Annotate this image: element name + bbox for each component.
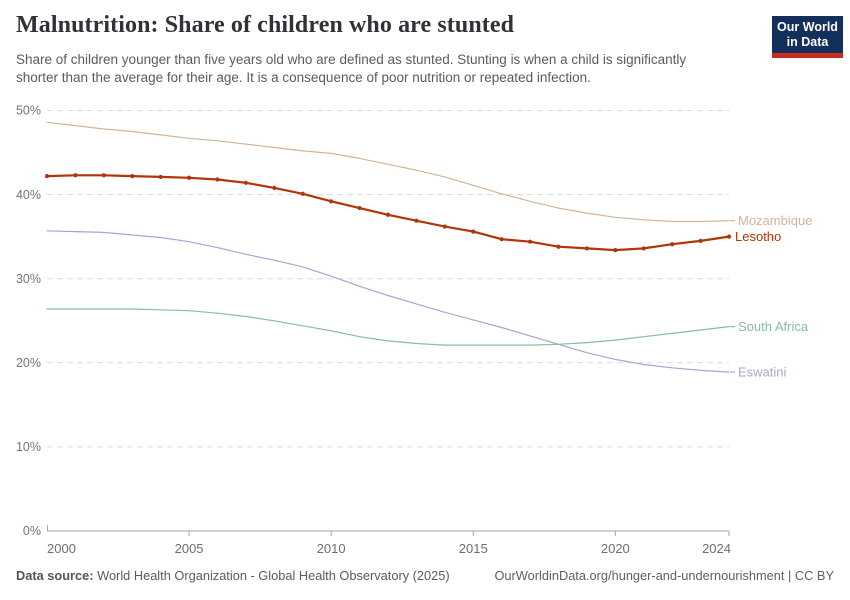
series-label-eswatini: Eswatini (738, 364, 787, 379)
x-tick-label: 2005 (175, 541, 204, 556)
series-marker-lesotho (186, 175, 192, 180)
series-line-eswatini (46, 230, 730, 373)
series-marker-lesotho (613, 248, 618, 253)
series-marker-lesotho (726, 234, 732, 239)
owid-logo-text: Our World (777, 20, 838, 34)
series-marker-lesotho (130, 173, 135, 179)
y-tick-label: 20% (16, 356, 41, 370)
x-tick-label: 2010 (317, 541, 346, 556)
series-marker-lesotho (670, 242, 675, 247)
series-label-lesotho: Lesotho (735, 229, 781, 244)
series-marker-lesotho (243, 180, 249, 185)
data-source-label: Data source: (16, 568, 94, 583)
x-tick-label: 2015 (459, 541, 488, 556)
series-line-south-africa (46, 308, 730, 346)
data-source-text: World Health Organization - Global Healt… (97, 568, 450, 583)
chart-subtitle: Share of children younger than five year… (16, 51, 766, 87)
data-source: Data source: World Health Organization -… (16, 568, 450, 583)
y-tick-label: 40% (16, 188, 41, 202)
page-title: Malnutrition: Share of children who are … (16, 12, 515, 38)
series-marker-lesotho (44, 173, 50, 179)
series-marker-lesotho (556, 244, 561, 249)
series-marker-lesotho (442, 224, 447, 229)
series-marker-lesotho (73, 173, 78, 178)
y-tick-label: 50% (16, 104, 41, 118)
series-label-mozambique: Mozambique (738, 213, 812, 228)
series-marker-lesotho (101, 173, 106, 178)
series-marker-lesotho (158, 174, 163, 180)
y-tick-label: 10% (16, 440, 41, 454)
x-tick-label: 2024 (702, 541, 731, 556)
series-marker-lesotho (471, 229, 476, 234)
series-marker-lesotho (527, 239, 533, 244)
series-label-south-africa: South Africa (738, 319, 809, 334)
series-marker-lesotho (385, 212, 391, 217)
y-tick-label: 0% (23, 524, 41, 538)
series-marker-lesotho (698, 238, 703, 243)
series-marker-lesotho (215, 177, 220, 182)
series-marker-lesotho (272, 185, 277, 190)
x-tick-label: 2000 (47, 541, 76, 556)
series-marker-lesotho (414, 218, 419, 223)
series-marker-lesotho (357, 205, 362, 211)
series-marker-lesotho (641, 246, 646, 251)
x-tick-label: 2020 (601, 541, 630, 556)
series-line-mozambique (46, 121, 730, 223)
subtitle-line: shorter than the average for their age. … (16, 70, 591, 85)
series-marker-lesotho (329, 199, 334, 204)
subtitle-line: Share of children younger than five year… (16, 52, 687, 67)
owid-logo-text: in Data (786, 35, 829, 49)
series-marker-lesotho (300, 191, 305, 196)
attribution-link[interactable]: OurWorldinData.org/hunger-and-undernouri… (494, 568, 834, 583)
y-tick-label: 30% (16, 272, 41, 286)
series-marker-lesotho (584, 246, 590, 251)
series-marker-lesotho (499, 237, 504, 242)
owid-logo[interactable]: Our World in Data (772, 16, 843, 58)
